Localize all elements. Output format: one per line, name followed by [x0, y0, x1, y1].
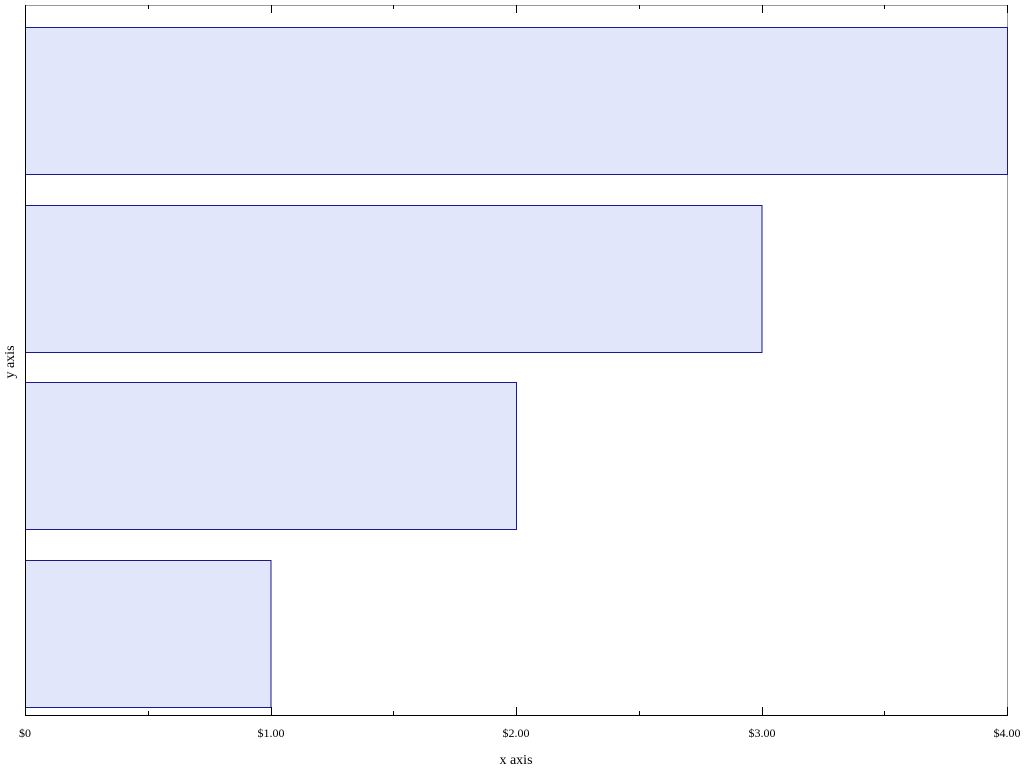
- x-tick-label: $3.00: [749, 726, 776, 740]
- axes: [25, 5, 1008, 716]
- bars: [25, 27, 1008, 708]
- bar-2: [25, 205, 763, 353]
- y-axis-title: y axis: [3, 345, 18, 378]
- bar-1: [25, 27, 1008, 175]
- x-tick-label: $0: [19, 726, 31, 740]
- bar-3: [25, 382, 517, 530]
- x-tick-label: $4.00: [994, 726, 1021, 740]
- x-axis-title: x axis: [499, 753, 532, 768]
- bar-4: [25, 560, 272, 708]
- x-ticks: $0 $1.00 $2.00 $3.00 $4.00: [19, 5, 1021, 740]
- x-tick-label: $1.00: [258, 726, 285, 740]
- x-tick-label: $2.00: [503, 726, 530, 740]
